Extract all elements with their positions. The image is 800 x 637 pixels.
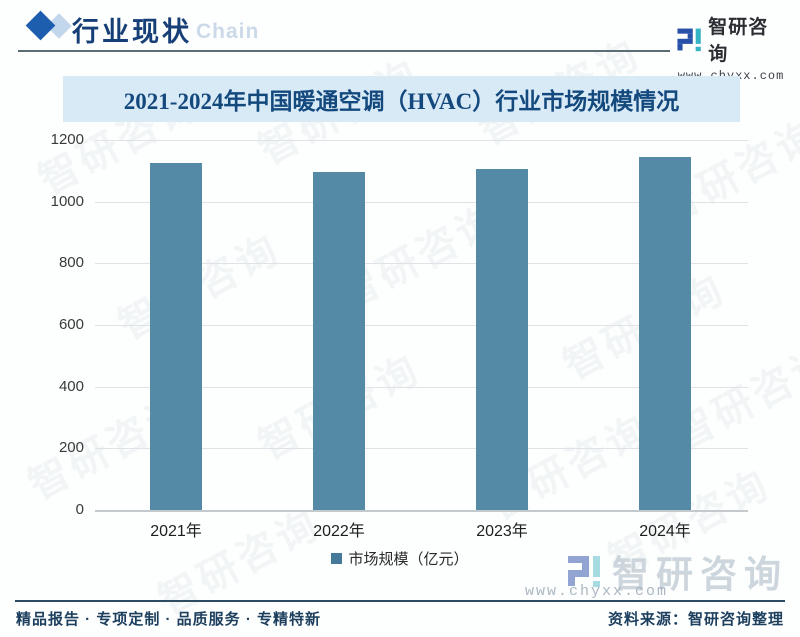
legend: 市场规模（亿元） bbox=[0, 548, 800, 569]
header: 行业现状 Chain 智研咨询 www.chyxx.com bbox=[0, 0, 800, 83]
gridline-800 bbox=[95, 263, 748, 265]
gridline-400 bbox=[95, 386, 748, 388]
y-tick-600: 600 bbox=[58, 316, 84, 333]
footer-watermark-website: www.chyxx.com bbox=[525, 583, 669, 600]
gridline-200 bbox=[95, 448, 748, 450]
legend-marker-icon bbox=[331, 553, 343, 564]
x-tick-2021年: 2021年 bbox=[150, 523, 202, 540]
footer-divider bbox=[15, 600, 785, 602]
x-tick-2023年: 2023年 bbox=[476, 523, 528, 540]
bar-2024年 bbox=[639, 156, 691, 510]
header-watermark-word: Chain bbox=[196, 20, 260, 43]
y-tick-1000: 1000 bbox=[50, 192, 84, 210]
footer-watermark-logo: 智研咨询 bbox=[566, 544, 788, 598]
chart-title-banner: 2021-2024年中国暖通空调（HVAC）行业市场规模情况 bbox=[63, 76, 740, 122]
header-divider bbox=[18, 50, 670, 52]
bar-2023年 bbox=[476, 169, 528, 510]
x-axis-labels: 2021年 2022年 2023年 2024年 bbox=[95, 517, 748, 540]
bar-2022年 bbox=[313, 172, 365, 510]
y-tick-1200: 1200 bbox=[50, 131, 84, 148]
y-tick-400: 400 bbox=[58, 377, 84, 395]
y-tick-200: 200 bbox=[58, 439, 84, 457]
chart-title: 2021-2024年中国暖通空调（HVAC）行业市场规模情况 bbox=[123, 89, 680, 114]
y-tick-800: 800 bbox=[58, 254, 84, 272]
bar-2021年 bbox=[150, 163, 202, 510]
brand-logo-icon bbox=[677, 28, 701, 51]
data-source: 资料来源：智研咨询整理 bbox=[607, 611, 784, 628]
plot-area bbox=[95, 140, 748, 512]
diamond-bullet-icon bbox=[25, 10, 74, 41]
section-title: 行业现状 bbox=[72, 17, 192, 47]
x-tick-2024年: 2024年 bbox=[639, 523, 691, 540]
footer-tagline: 精品报告 · 专项定制 · 品质服务 · 专精特新 bbox=[16, 611, 321, 628]
diamond-icon bbox=[25, 10, 56, 41]
gridline-1000 bbox=[95, 201, 748, 203]
x-tick-2022年: 2022年 bbox=[313, 523, 365, 540]
gridline-1200 bbox=[95, 140, 748, 141]
gridline-600 bbox=[95, 325, 748, 326]
footer-watermark-logo-icon bbox=[568, 556, 600, 587]
brand-name: 智研咨询 bbox=[708, 17, 769, 65]
footer-watermark-brand: 智研咨询 bbox=[612, 554, 788, 595]
x-axis-line bbox=[95, 510, 748, 512]
y-tick-0: 0 bbox=[75, 501, 84, 518]
legend-label: 市场规模（亿元） bbox=[348, 551, 469, 568]
y-axis-labels: 0 200 400 600 800 1000 1200 bbox=[20, 131, 84, 518]
brand-block: 智研咨询 www.chyxx.com bbox=[676, 12, 786, 83]
